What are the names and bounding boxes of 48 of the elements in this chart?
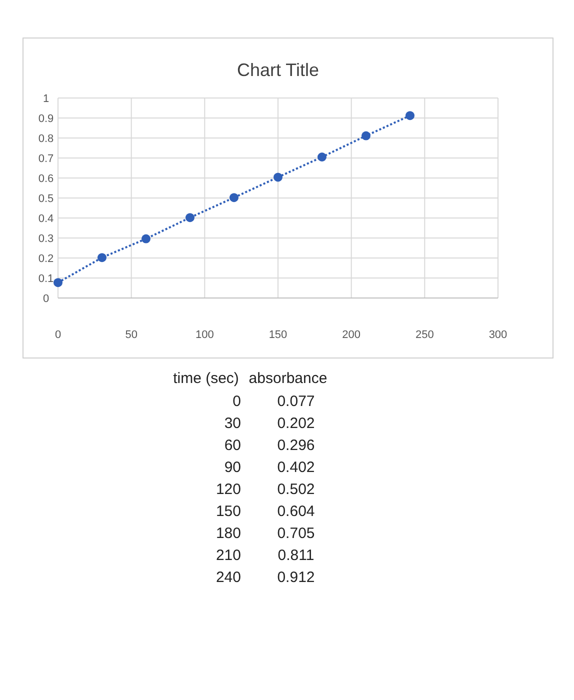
- text: time (sec): [173, 370, 239, 387]
- y-tick-label: 0.4: [38, 213, 54, 225]
- y-tick-label: 0.6: [38, 173, 54, 185]
- text: 240: [216, 569, 241, 586]
- point: [142, 234, 150, 244]
- text: 0: [232, 393, 241, 410]
- point: [186, 213, 194, 222]
- y-tick-label: 0: [42, 293, 50, 305]
- x-tick-label: 150: [268, 329, 288, 341]
- point: [98, 253, 106, 262]
- x-tick-label: 50: [125, 329, 138, 341]
- text: 0.202: [277, 415, 315, 432]
- text: 150: [216, 503, 241, 520]
- y-tick-label: 0.9: [38, 113, 54, 125]
- text: absorbance: [248, 370, 328, 387]
- y-tick-label: 0.1: [38, 273, 54, 285]
- x-tick-label: 100: [195, 329, 214, 341]
- y-tick-label: 0.8: [38, 133, 54, 145]
- text: 210: [216, 547, 241, 564]
- point: [274, 172, 282, 182]
- text: 0.402: [277, 459, 315, 476]
- point: [318, 152, 326, 162]
- point: [362, 131, 370, 140]
- text: 90: [224, 459, 241, 476]
- chart-title: Chart Title: [236, 60, 320, 80]
- point: [54, 278, 62, 288]
- x-tick-label: 300: [488, 329, 508, 341]
- y-tick-label: 0.2: [38, 253, 54, 265]
- text: 180: [216, 525, 241, 542]
- text: 60: [224, 437, 241, 454]
- point: [406, 111, 414, 120]
- x-tick-label: 0: [54, 329, 62, 341]
- text: 0.077: [277, 393, 315, 410]
- y-tick-label: 1: [42, 93, 50, 105]
- text: 30: [224, 415, 241, 432]
- y-tick-label: 0.3: [38, 233, 54, 245]
- text: 0.912: [277, 569, 315, 586]
- text: 0.705: [277, 525, 315, 542]
- x-tick-label: 200: [342, 329, 361, 341]
- text: 0.502: [277, 481, 315, 498]
- text: 0.604: [277, 503, 315, 520]
- point: [230, 193, 238, 202]
- text: 120: [216, 481, 241, 498]
- y-tick-label: 0.7: [38, 153, 54, 165]
- text: 0.811: [278, 547, 314, 564]
- x-tick-label: 250: [415, 329, 434, 341]
- y-tick-label: 0.5: [38, 193, 54, 205]
- text: 0.296: [277, 437, 315, 454]
